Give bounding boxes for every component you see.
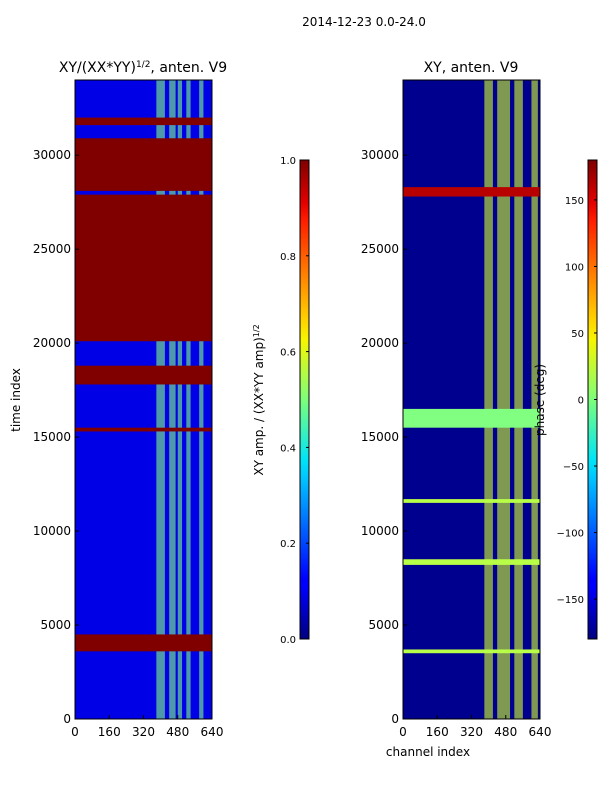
left-colorbar-gradient: [299, 159, 310, 640]
left-panel: XY/(XX*YY)1/2, anten. V9 0 160 320 480 640 0 5…: [9, 60, 227, 739]
right-y-tick-label: 10000: [361, 524, 399, 538]
left-band-4: [75, 138, 212, 191]
left-x-tick-label: 640: [201, 725, 224, 739]
right-y-tick-label: 5000: [368, 618, 399, 632]
left-x-tick-label: 0: [71, 725, 79, 739]
right-y-tick-label: 15000: [361, 430, 399, 444]
left-band-2: [75, 365, 212, 385]
right-colorbar: −150 −100 −50 0 50 100 150 phase (deg): [533, 159, 598, 640]
right-band-4: [403, 408, 540, 428]
left-active-channel-2: [177, 80, 183, 719]
left-colorbar-tick-label: 1.0: [280, 156, 296, 167]
left-y-tick-label: 30000: [33, 148, 71, 162]
left-y-tick-label: 20000: [33, 336, 71, 350]
left-y-tick-label: 10000: [33, 524, 71, 538]
left-band-5: [75, 117, 212, 126]
left-colorbar-tick-label: 0.8: [280, 252, 296, 263]
right-band-2: [403, 559, 540, 565]
right-axis-ticks: 0 160 320 480 640 0 5000 10000 15000 20000 25000 30…: [361, 148, 552, 739]
left-band-1: [75, 427, 212, 432]
left-y-axis-label: time index: [9, 368, 23, 432]
right-y-tick-label: 30000: [361, 148, 399, 162]
left-active-channel-0: [156, 80, 165, 719]
right-colorbar-tick-label: 100: [565, 262, 584, 273]
left-active-channel-3: [186, 80, 191, 719]
right-x-tick-label: 640: [529, 725, 552, 739]
right-y-tick-label: 0: [391, 712, 399, 726]
left-axis-ticks: 0 160 320 480 640 0 5000 10000 15000 20000 25000 30…: [33, 148, 224, 739]
left-active-channel-4: [199, 80, 204, 719]
right-colorbar-tick-label: −150: [557, 595, 584, 606]
left-colorbar-tick-label: 0.0: [280, 635, 296, 646]
left-band-0: [75, 634, 212, 652]
left-y-tick-label: 25000: [33, 242, 71, 256]
left-colorbar-ticks: 0.0 0.2 0.4 0.6 0.8 1.0: [280, 156, 309, 646]
right-y-tick-label: 20000: [361, 336, 399, 350]
right-y-tick-label: 25000: [361, 242, 399, 256]
left-heatmap-image: [75, 80, 212, 719]
right-panel-title: XY, anten. V9: [424, 60, 519, 76]
right-active-channel-2: [514, 80, 523, 719]
right-heatmap-image: [403, 80, 540, 719]
figure-suptitle: 2014-12-23 0.0-24.0: [302, 15, 426, 29]
left-colorbar-tick-label: 0.6: [280, 348, 296, 359]
right-colorbar-tick-label: −50: [563, 462, 584, 473]
right-active-channel-1: [497, 80, 511, 719]
right-band-3: [403, 499, 540, 503]
right-x-axis-label: channel index: [386, 745, 470, 759]
left-x-tick-label: 480: [166, 725, 189, 739]
left-active-channel-1: [169, 80, 176, 719]
left-band-3: [75, 194, 212, 342]
left-y-tick-label: 15000: [33, 430, 71, 444]
left-panel-title: XY/(XX*YY)1/2, anten. V9: [59, 60, 227, 76]
right-panel: XY, anten. V9 0 160 320 480 640 0 5000 10000 150…: [361, 60, 552, 759]
right-colorbar-tick-label: 50: [571, 329, 584, 340]
right-active-channel-0: [484, 80, 493, 719]
right-band-1: [403, 649, 540, 654]
left-y-tick-label: 5000: [40, 618, 71, 632]
left-colorbar-tick-label: 0.4: [280, 443, 296, 454]
right-colorbar-tick-label: 150: [565, 196, 584, 207]
left-x-tick-label: 160: [98, 725, 121, 739]
right-active-channel-3: [531, 80, 538, 719]
right-colorbar-label: phase (deg): [533, 364, 547, 436]
right-band-0: [403, 187, 540, 197]
right-colorbar-ticks: −150 −100 −50 0 50 100 150: [557, 196, 597, 606]
right-x-tick-label: 320: [460, 725, 483, 739]
left-colorbar: 0.0 0.2 0.4 0.6 0.8 1.0 XY amp. / (XX*YY amp)…: [252, 156, 310, 646]
left-colorbar-tick-label: 0.2: [280, 539, 296, 550]
right-x-tick-label: 480: [494, 725, 517, 739]
right-colorbar-tick-label: 0: [578, 396, 584, 407]
right-x-tick-label: 0: [399, 725, 407, 739]
left-colorbar-label: XY amp. / (XX*YY amp)1/2: [252, 324, 267, 475]
right-x-tick-label: 160: [426, 725, 449, 739]
left-x-tick-label: 320: [132, 725, 155, 739]
left-y-tick-label: 0: [63, 712, 71, 726]
right-colorbar-tick-label: −100: [557, 529, 584, 540]
